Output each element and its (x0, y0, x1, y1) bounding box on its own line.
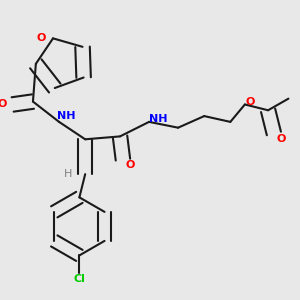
Text: O: O (277, 134, 286, 144)
Text: O: O (125, 160, 135, 170)
Text: O: O (0, 100, 7, 110)
Text: O: O (37, 33, 46, 43)
Text: H: H (64, 169, 72, 179)
Text: O: O (246, 97, 255, 106)
Text: Cl: Cl (74, 274, 85, 284)
Text: NH: NH (148, 114, 167, 124)
Text: NH: NH (57, 111, 76, 121)
